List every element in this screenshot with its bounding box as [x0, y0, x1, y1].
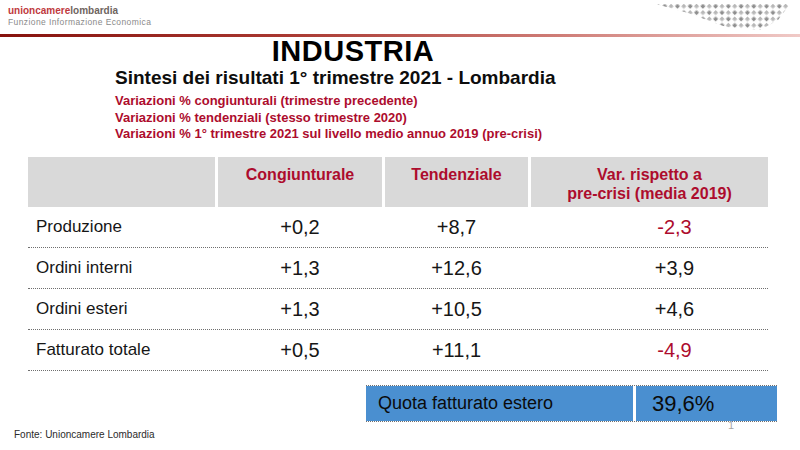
cell-value-tendenziale: +8,7 [385, 216, 528, 239]
brand-name-red: unioncamere [8, 5, 70, 16]
table-row-fatturato-totale: Fatturato totale +0,5 +11,1 -4,9 [28, 330, 768, 371]
table-header-row: Congiunturale Tendenziale Var. rispetto … [28, 157, 768, 207]
source-note: Fonte: Unioncamere Lombardia [14, 429, 155, 440]
note-precrisi: Variazioni % 1° trimestre 2021 sul livel… [115, 126, 542, 143]
variation-notes: Variazioni % congiunturali (trimestre pr… [115, 93, 542, 143]
cell-value-precrisi: +4,6 [531, 298, 768, 321]
cell-value-precrisi: +3,9 [531, 257, 768, 280]
table-row-ordini-interni: Ordini interni +1,3 +12,6 +3,9 [28, 248, 768, 289]
header-cell-congiunturale: Congiunturale [218, 157, 382, 207]
results-table: Congiunturale Tendenziale Var. rispetto … [28, 157, 768, 371]
quota-bar: Quota fatturato estero 39,6% [366, 385, 777, 422]
brand-logo: unioncamerelombardia Funzione Informazio… [8, 5, 151, 27]
brand-name: unioncamerelombardia [8, 5, 151, 17]
slide-title: INDUSTRIA [0, 35, 706, 68]
page-number: 1 [728, 419, 734, 431]
table-row-ordini-esteri: Ordini esteri +1,3 +10,5 +4,6 [28, 289, 768, 330]
cell-value-congiunturale: +1,3 [218, 257, 382, 280]
row-label: Produzione [28, 217, 215, 237]
slide: unioncamerelombardia Funzione Informazio… [0, 0, 800, 450]
table-row-produzione: Produzione +0,2 +8,7 -2,3 [28, 207, 768, 248]
row-label: Fatturato totale [28, 340, 215, 360]
row-label: Ordini interni [28, 258, 215, 278]
header-cell-tendenziale: Tendenziale [385, 157, 528, 207]
cell-value-congiunturale: +0,5 [218, 339, 382, 362]
note-tendenziali: Variazioni % tendenziali (stesso trimest… [115, 110, 542, 127]
cubes-decoration-icon [652, 3, 792, 33]
quota-label: Quota fatturato estero [366, 386, 633, 421]
header-cell-empty [28, 157, 215, 207]
header-cell-precrisi: Var. rispetto a pre-crisi (media 2019) [531, 157, 768, 207]
cell-value-congiunturale: +0,2 [218, 216, 382, 239]
brand-name-dark: lombardia [70, 5, 118, 16]
quota-value: 39,6% [636, 386, 777, 421]
cell-value-precrisi: -2,3 [531, 216, 768, 239]
note-congiunturali: Variazioni % congiunturali (trimestre pr… [115, 93, 542, 110]
row-label: Ordini esteri [28, 299, 215, 319]
cell-value-tendenziale: +10,5 [385, 298, 528, 321]
cell-value-congiunturale: +1,3 [218, 298, 382, 321]
cell-value-tendenziale: +11,1 [385, 339, 528, 362]
cell-value-tendenziale: +12,6 [385, 257, 528, 280]
cell-value-precrisi: -4,9 [531, 339, 768, 362]
brand-tagline: Funzione Informazione Economica [8, 18, 151, 28]
slide-subtitle: Sintesi dei risultati 1° trimestre 2021 … [115, 67, 556, 89]
